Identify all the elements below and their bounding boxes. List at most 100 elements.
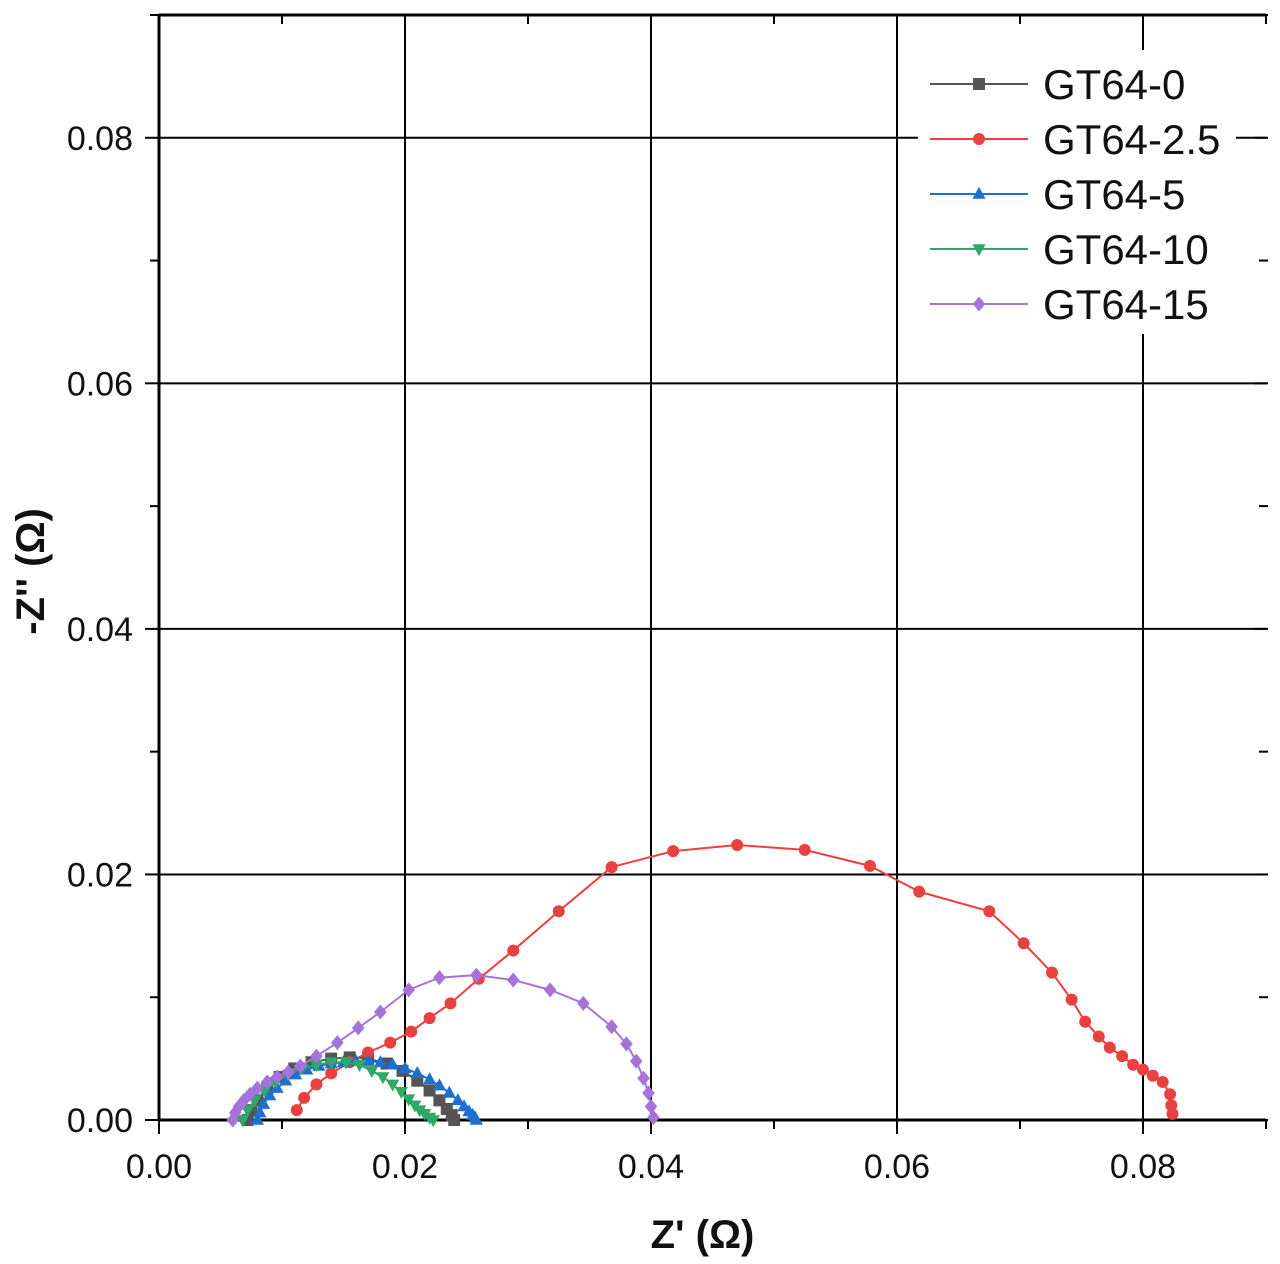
data-point: [1065, 993, 1078, 1006]
data-point: [362, 1046, 375, 1059]
legend-marker: [973, 78, 985, 90]
data-point: [288, 1067, 303, 1080]
data-point: [339, 1057, 353, 1070]
data-point: [386, 1079, 400, 1092]
y-axis-title: -Z'' (Ω): [9, 508, 53, 635]
y-tick-label: 0.02: [67, 856, 133, 894]
data-point: [365, 1066, 379, 1079]
data-point: [577, 995, 590, 1011]
legend-marker: [973, 133, 985, 145]
data-point: [1137, 1063, 1149, 1076]
series-GT64-10: [236, 1057, 440, 1128]
data-point: [270, 1069, 284, 1085]
data-point: [451, 1093, 465, 1106]
data-point: [324, 1057, 338, 1070]
data-point: [1146, 1069, 1159, 1082]
data-point: [236, 1115, 250, 1128]
data-point: [253, 1105, 267, 1118]
data-point: [731, 838, 744, 851]
data-point: [361, 1053, 375, 1066]
data-point: [228, 1105, 242, 1121]
data-point: [309, 1059, 324, 1072]
data-point: [552, 905, 565, 918]
data-point: [423, 1084, 436, 1097]
data-point: [432, 1078, 447, 1091]
data-point: [798, 843, 811, 856]
data-point: [351, 1020, 365, 1036]
series-GT64-15: [226, 967, 660, 1128]
data-point: [237, 1092, 251, 1108]
y-tick-label: 0.00: [67, 1102, 133, 1140]
y-tick-label: 0.04: [67, 611, 133, 649]
data-point: [605, 1019, 618, 1035]
data-point: [290, 1104, 303, 1117]
y-tick-label: 0.06: [67, 365, 133, 403]
data-point: [913, 885, 926, 898]
data-point: [642, 1085, 655, 1101]
data-point: [256, 1096, 271, 1109]
data-point: [352, 1059, 367, 1072]
legend-label: GT64-10: [1043, 226, 1209, 273]
data-point: [410, 1066, 424, 1079]
data-point: [426, 1115, 440, 1128]
legend: GT64-0 GT64-2.5 GT64-5 GT64-10 GT64-15: [918, 50, 1236, 334]
data-point: [644, 1098, 658, 1114]
data-point: [444, 997, 457, 1010]
data-point: [374, 1004, 387, 1020]
data-point: [325, 1067, 338, 1080]
data-point: [647, 1110, 660, 1126]
data-point: [433, 970, 446, 986]
data-point: [386, 1057, 400, 1070]
data-point: [448, 1114, 461, 1126]
data-point: [251, 1080, 264, 1096]
data-point: [294, 1058, 307, 1074]
data-point: [310, 1048, 323, 1064]
data-point: [637, 1070, 650, 1086]
data-point: [470, 967, 483, 983]
legend-marker: [972, 186, 986, 199]
data-point: [1166, 1107, 1179, 1120]
data-point: [1116, 1050, 1129, 1063]
data-point: [232, 1098, 246, 1114]
legend-marker: [972, 244, 986, 257]
data-point: [376, 1072, 390, 1085]
data-point: [279, 1073, 293, 1086]
data-point: [469, 1112, 483, 1125]
data-point: [226, 1112, 240, 1128]
data-point: [543, 982, 557, 998]
data-point: [310, 1078, 323, 1091]
legend-item: GT64-10: [930, 226, 1209, 273]
data-point: [629, 1053, 643, 1069]
series-line: [295, 843, 1174, 1115]
data-point: [507, 944, 520, 957]
data-series: [226, 838, 1179, 1128]
x-tick-label: 0.04: [618, 1148, 684, 1186]
data-point: [405, 1025, 418, 1038]
data-point: [1164, 1088, 1177, 1101]
legend-item: GT64-0: [930, 61, 1185, 108]
y-tick-label: 0.08: [67, 120, 133, 158]
data-point: [1156, 1075, 1169, 1088]
legend-label: GT64-0: [1043, 61, 1185, 108]
legend-label: GT64-2.5: [1043, 116, 1220, 163]
data-point: [240, 1105, 255, 1118]
data-point: [983, 905, 996, 918]
data-point: [423, 1072, 437, 1085]
legend-marker: [972, 296, 986, 312]
x-tick-label: 0.06: [864, 1148, 930, 1186]
legend-label: GT64-15: [1043, 281, 1209, 328]
data-point: [260, 1074, 274, 1090]
legend-background: [918, 50, 1236, 334]
data-point: [263, 1088, 277, 1101]
data-point: [394, 1086, 408, 1099]
x-tick-label: 0.00: [126, 1148, 192, 1186]
data-point: [1017, 937, 1030, 950]
data-point: [243, 1086, 257, 1102]
data-point: [1092, 1030, 1105, 1043]
legend-item: GT64-15: [930, 281, 1209, 328]
data-point: [620, 1036, 633, 1052]
data-point: [1127, 1058, 1140, 1071]
data-point: [402, 982, 415, 998]
axes: 0.00 0.02 0.04 0.06 0.08 0.00 0.02 0.04 0.06 0.08: [67, 13, 1268, 1186]
data-point: [605, 861, 618, 874]
